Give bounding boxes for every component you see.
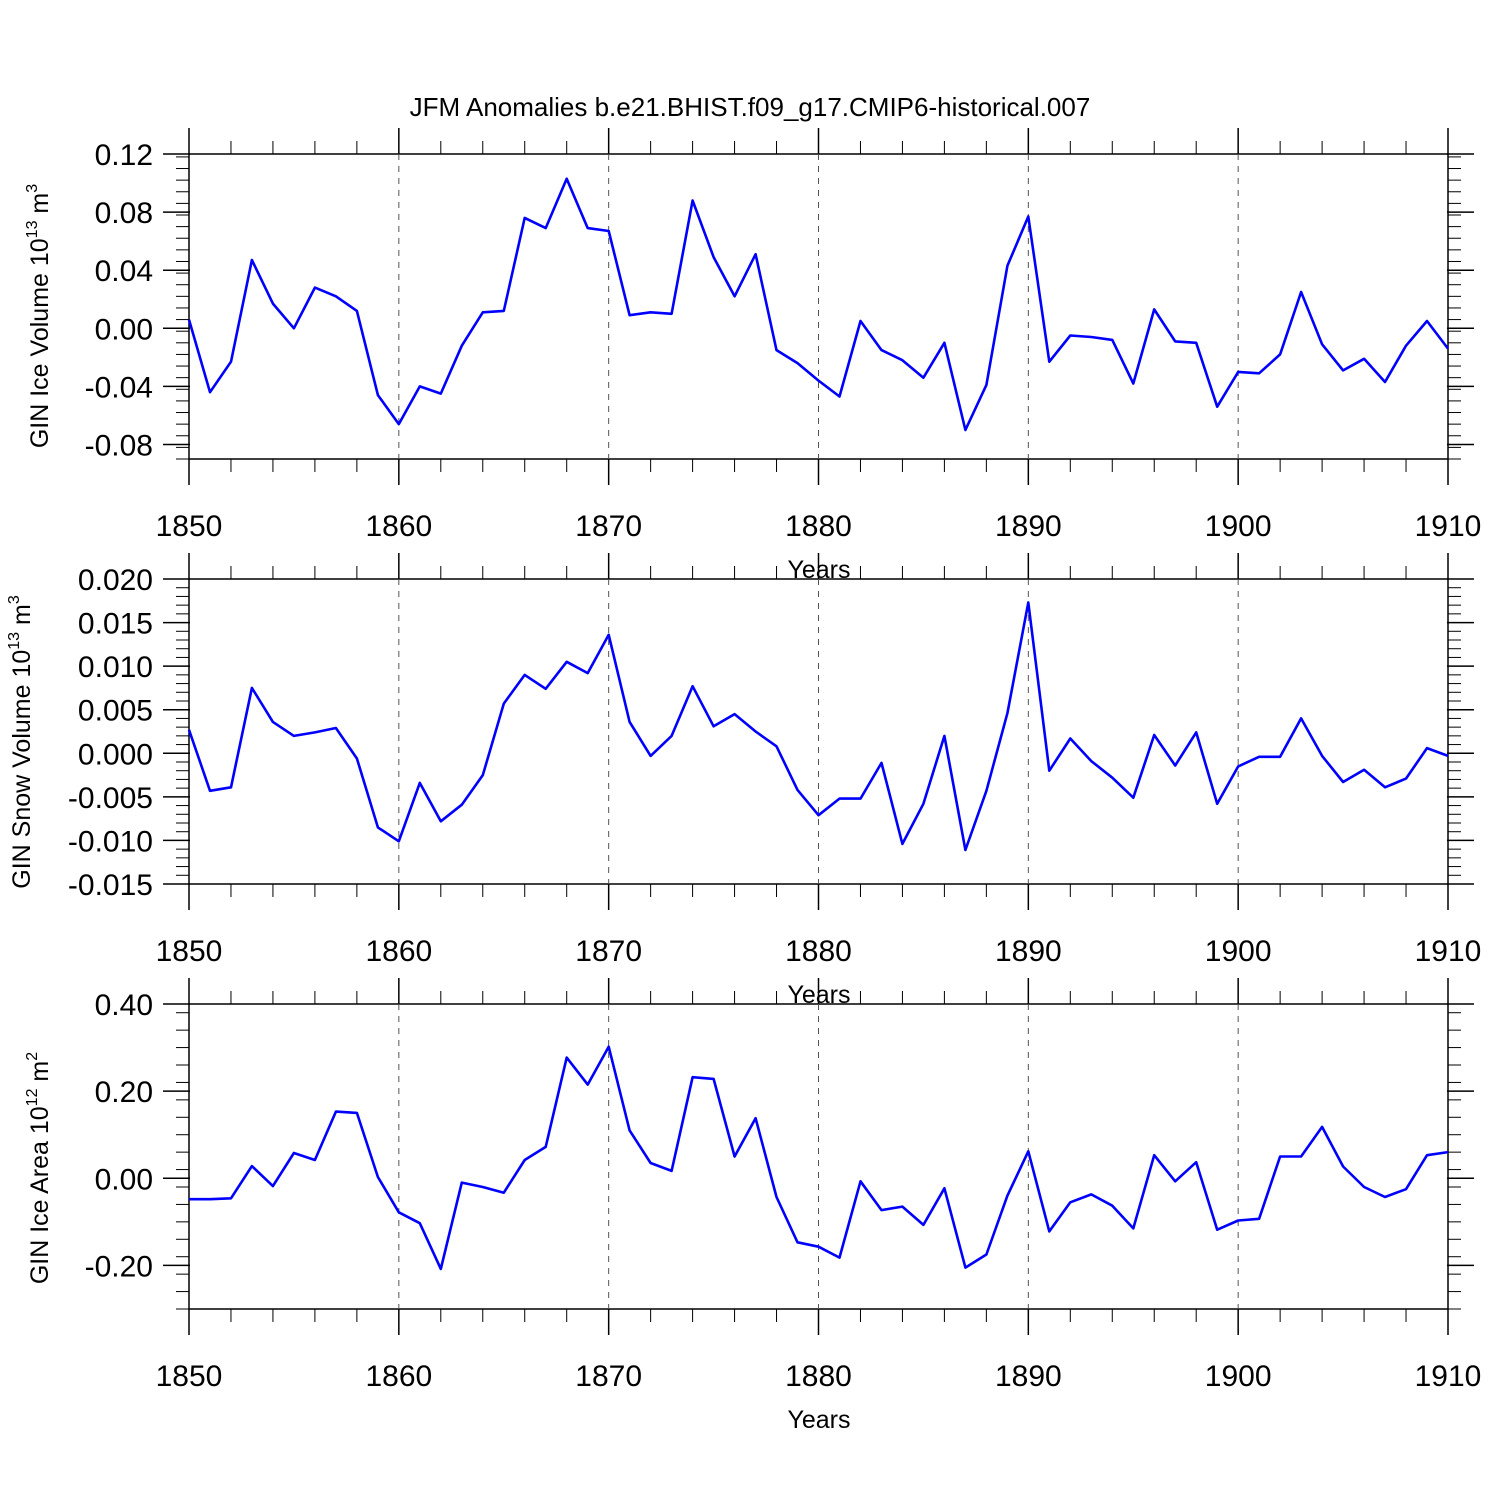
y-tick-label: -0.04 [85,371,153,404]
x-tick-label: 1890 [995,1360,1062,1393]
y-axis-title: GIN Ice Area 1012 m2 [24,1052,54,1284]
series-line [187,177,1450,432]
y-tick-label: 0.000 [78,738,153,771]
x-tick-label: 1900 [1205,510,1272,543]
y-tick-label: 0.08 [95,197,153,230]
series-line [187,601,1449,852]
x-tick-label: 1890 [995,510,1062,543]
y-tick-label: -0.010 [68,825,153,858]
y-tick-label: 0.20 [95,1076,153,1109]
x-tick-label: 1880 [785,935,852,968]
y-tick-label: 0.04 [95,255,153,288]
y-axis-title-text: GIN Ice Area 10 [26,1106,54,1284]
y-axis-title-unit-exponent: 2 [24,1052,41,1061]
y-tick-label: -0.005 [68,782,153,815]
y-tick-label: 0.015 [78,608,153,641]
x-tick-label: 1860 [365,1360,432,1393]
panel-1: 1850 1860 1870 1880 1890 1900 1910 -0.08 -0.04 0.… [24,128,1481,584]
x-tick-label: 1850 [156,935,223,968]
y-tick-label: 0.020 [78,564,153,597]
y-tick-label: 0.00 [95,313,153,346]
y-axis-title-unit-exponent: 3 [24,184,41,193]
y-tick-label: 0.005 [78,695,153,728]
y-tick-label: 0.12 [95,139,153,172]
series-line [189,1045,1449,1271]
x-tick-label: 1900 [1205,935,1272,968]
x-tick-label: 1870 [575,510,642,543]
y-axis-title-text: GIN Snow Volume 10 [8,650,36,889]
y-axis-title-unit: m [8,604,36,632]
x-axis-title: Years [787,1406,850,1434]
y-tick-label: -0.08 [85,429,153,462]
y-tick-label: 0.00 [95,1163,153,1196]
plot-frame [188,1003,1449,1310]
y-tick-label: 0.010 [78,651,153,684]
y-tick-label: 0.40 [95,989,153,1022]
y-tick-label: -0.20 [85,1250,153,1283]
x-tick-label: 1850 [156,510,223,543]
x-tick-label: 1900 [1205,1360,1272,1393]
panel-2: 1850 1860 1870 1880 1890 1900 1910 -0.015 -0.010… [6,553,1481,1009]
x-tick-label: 1890 [995,935,1062,968]
y-axis-title-unit-exponent: 3 [6,595,23,604]
y-axis-title: GIN Ice Volume 1013 m3 [24,184,54,448]
x-tick-label: 1850 [156,1360,223,1393]
y-axis-title-exponent: 12 [24,1088,41,1106]
x-tick-label: 1910 [1415,510,1482,543]
panels: 1850 1860 1870 1880 1890 1900 1910 -0.08 -0.04 0.… [6,128,1481,1434]
x-tick-label: 1880 [785,1360,852,1393]
y-axis-title-unit: m [26,1061,54,1089]
x-tick-label: 1910 [1415,935,1482,968]
y-tick-label: -0.015 [68,869,153,902]
x-tick-label: 1860 [365,935,432,968]
plot-frame [188,578,1449,885]
plot-frame [188,153,1449,460]
y-axis-title-text: GIN Ice Volume 10 [26,238,54,448]
y-axis-title-exponent: 13 [24,220,41,238]
x-tick-label: 1860 [365,510,432,543]
y-axis-title-exponent: 13 [6,632,23,650]
x-tick-label: 1870 [575,935,642,968]
x-tick-label: 1870 [575,1360,642,1393]
x-tick-label: 1910 [1415,1360,1482,1393]
y-axis-title-unit: m [26,193,54,221]
x-tick-label: 1880 [785,510,852,543]
y-axis-title: GIN Snow Volume 1013 m3 [6,595,36,889]
panel-3: 1850 1860 1870 1880 1890 1900 1910 -0.20 0.00 0.2… [24,978,1481,1434]
figure-title: JFM Anomalies b.e21.BHIST.f09_g17.CMIP6-… [410,92,1091,122]
